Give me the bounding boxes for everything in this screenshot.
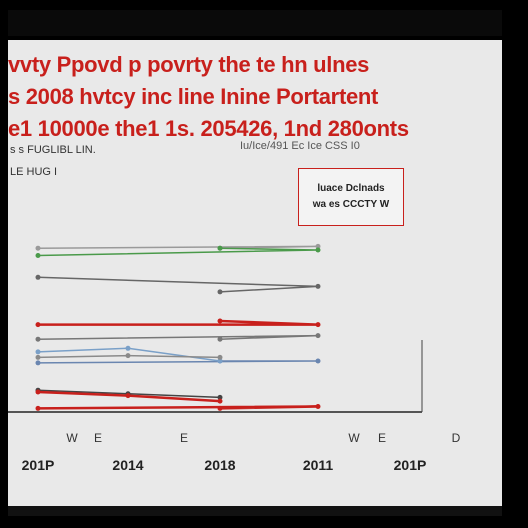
- top-bar: [8, 10, 502, 36]
- axis-mark-label: E: [378, 431, 386, 445]
- x-tick-label: 201P: [394, 457, 427, 473]
- series-line-11: [37, 405, 319, 410]
- x-tick-label: 2018: [204, 457, 235, 473]
- series-8-point: [35, 354, 41, 360]
- series-7-point: [125, 345, 131, 351]
- x-tick-label: 2014: [112, 457, 143, 473]
- chart-legend: luace Dclnads wa es CCCTY W: [298, 168, 404, 226]
- series-10-point: [35, 389, 41, 395]
- series-line-3: [37, 276, 319, 293]
- series-line-1: [37, 245, 319, 249]
- series-2-point: [315, 247, 321, 253]
- series-8-point: [125, 353, 131, 359]
- series-6-point: [315, 358, 321, 364]
- series-9-point: [217, 394, 223, 400]
- chart-title-line-1: vvty Ppovd p povrty the te hn ulnes: [8, 52, 370, 77]
- chart-title-line-3: e1 10000e the1 1s. 205426, 1nd 280onts: [8, 116, 409, 141]
- series-11-point: [35, 405, 41, 411]
- axis-mark-label: W: [348, 431, 360, 445]
- series-4-point: [35, 322, 41, 328]
- series-10-point: [217, 398, 223, 404]
- chart-title-line-2: s 2008 hvtcy inc line Inine Portartent: [8, 84, 379, 109]
- series-3-point: [35, 274, 41, 280]
- series-line-4: [38, 319, 319, 326]
- series-5-point: [35, 336, 41, 342]
- axis-mark-label: E: [94, 431, 102, 445]
- series-8-point: [217, 354, 223, 360]
- axis-mark-label: W: [66, 431, 78, 445]
- legend-line-2: wa es CCCTY W: [312, 199, 390, 210]
- series-3-point: [217, 289, 223, 295]
- series-1-point: [315, 243, 321, 249]
- line-chart: 201P 2014 2018 2011 201P W E E W E D: [8, 243, 461, 473]
- source-note: Iu/Ice/491 Ec Ice CSS I0: [240, 140, 360, 152]
- series-3-point: [315, 283, 321, 289]
- series-1-point: [35, 245, 41, 251]
- series-line-5: [37, 334, 319, 340]
- series-7-point: [35, 349, 41, 355]
- series-line-2: [37, 247, 319, 257]
- axis-mark-label: E: [180, 431, 188, 445]
- series-11-point: [217, 405, 223, 411]
- axis-mark-label: D: [452, 431, 461, 445]
- series-11-point: [315, 404, 321, 409]
- chart-panel: vvty Ppovd p povrty the te hn ulnes s 20…: [8, 40, 502, 506]
- series-5-point: [217, 336, 223, 342]
- series-4-point: [315, 322, 321, 328]
- series-7-point: [217, 358, 223, 364]
- series-line-6: [37, 360, 319, 364]
- subtitle-line-2: LE HUG I: [10, 166, 58, 178]
- series-2-point: [35, 253, 41, 258]
- x-tick-label: 201P: [22, 457, 55, 473]
- series-2-point: [217, 245, 223, 251]
- series-4-point: [217, 318, 223, 324]
- series-6-point: [35, 360, 41, 366]
- series-10-point: [125, 393, 131, 399]
- subtitle-line-1: s s FUGLIBL LIN.: [10, 144, 96, 156]
- bottom-bar: [8, 506, 502, 516]
- legend-line-1: luace Dclnads: [317, 183, 385, 194]
- x-tick-label: 2011: [303, 457, 334, 473]
- series-5-point: [315, 333, 321, 339]
